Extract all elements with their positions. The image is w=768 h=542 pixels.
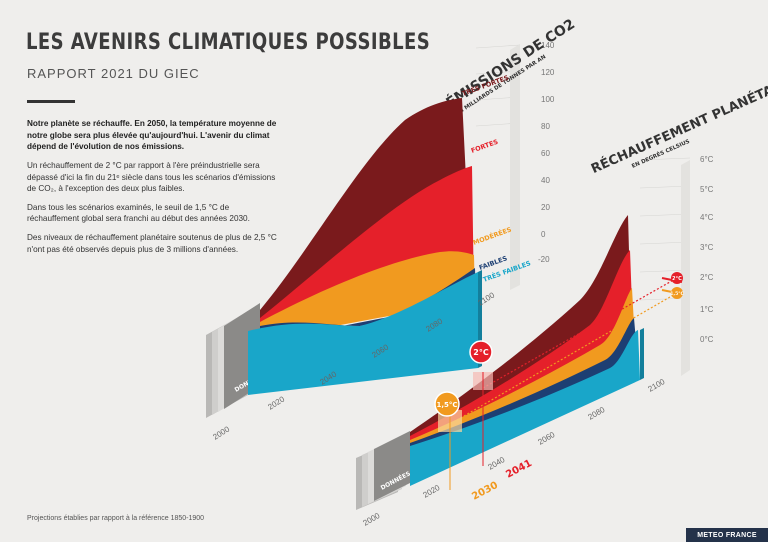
badge-1-5c-label: 1,5°C [436, 401, 457, 409]
axis-marker-1-5c: 1,5°C [670, 291, 684, 297]
warming-x-tick: 2040 [487, 455, 507, 472]
badge-1-5c-year: 2030 [470, 480, 500, 503]
intro-paragraph-1: Un réchauffement de 2 °C par rapport à l… [27, 160, 276, 194]
area-moderees [260, 251, 475, 340]
warming-x-tick: 2100 [647, 377, 667, 394]
warming-y-tick: 6°C [700, 155, 714, 164]
axis-marker-2c: 2°C [672, 276, 682, 282]
warming-axis-markers: 2°C 1,5°C [661, 272, 684, 299]
badge-2c-label: 2°C [473, 348, 489, 357]
warming-y-tick: 0°C [700, 335, 714, 344]
emissions-areas [248, 98, 482, 395]
emissions-y-tick: 140 [541, 41, 555, 50]
emissions-y-tick: 100 [541, 95, 555, 104]
area-tres-faibles [248, 272, 478, 395]
warming-y-tick: 4°C [700, 213, 714, 222]
emissions-y-tick: 20 [541, 203, 550, 212]
emissions-y-tick: 40 [541, 176, 550, 185]
w-area-faibles [410, 318, 638, 452]
page-title: LES AVENIRS CLIMATIQUES POSSIBLES [26, 30, 431, 55]
emissions-y-tick: 120 [541, 68, 555, 77]
warming-x-tick: 2000 [362, 511, 382, 528]
emissions-y-tick: 80 [541, 122, 550, 131]
meteo-france-logo: METEO FRANCE [686, 528, 768, 542]
warming-y-ticks: 6°C 5°C 4°C 3°C 2°C 1°C 0°C [700, 155, 714, 344]
warming-y-tick: 1°C [700, 305, 714, 314]
emissions-x-tick: 2020 [266, 394, 286, 411]
emissions-y-tick: 0 [541, 230, 546, 239]
badge-2c-year: 2041 [504, 458, 534, 481]
w-area-tres-faibles [410, 330, 640, 486]
warming-y-tick: 2°C [700, 273, 714, 282]
footnote: Projections établies par rapport à la ré… [27, 515, 205, 522]
threshold-line-2c [482, 277, 678, 389]
page-subtitle: RAPPORT 2021 DU GIEC [27, 66, 200, 81]
intro-paragraph-3: Des niveaux de réchauffement planétaire … [27, 233, 277, 254]
warming-axis-title: RÉCHAUFFEMENT PLANÉTAIRE [589, 72, 768, 177]
warming-x-tick: 2060 [537, 430, 557, 447]
title-divider [27, 100, 75, 103]
w-area-fortes [410, 250, 634, 448]
warming-areas [410, 215, 644, 486]
series-label: MODÉRÉES [472, 224, 513, 246]
series-label: FORTES [470, 138, 500, 155]
area-faibles [260, 268, 476, 342]
intro-paragraph-2: Dans tous les scénarios examinés, le seu… [27, 202, 250, 224]
warming-x-tick: 2020 [422, 483, 442, 500]
warming-y-tick: 5°C [700, 185, 714, 194]
emissions-y-tick: 60 [541, 149, 550, 158]
emissions-x-tick: 2000 [211, 424, 231, 441]
emissions-y-tick: -20 [538, 255, 550, 264]
warming-y-tick: 3°C [700, 243, 714, 252]
emissions-y-ticks: 140 120 100 80 60 40 20 0 -20 [538, 41, 555, 264]
warming-x-tick: 2080 [587, 405, 607, 422]
warming-axis-post [681, 160, 690, 376]
intro-text: Notre planète se réchauffe. En 2050, la … [27, 118, 282, 262]
emissions-axis-post [510, 44, 520, 290]
intro-lead: Notre planète se réchauffe. En 2050, la … [27, 119, 277, 152]
